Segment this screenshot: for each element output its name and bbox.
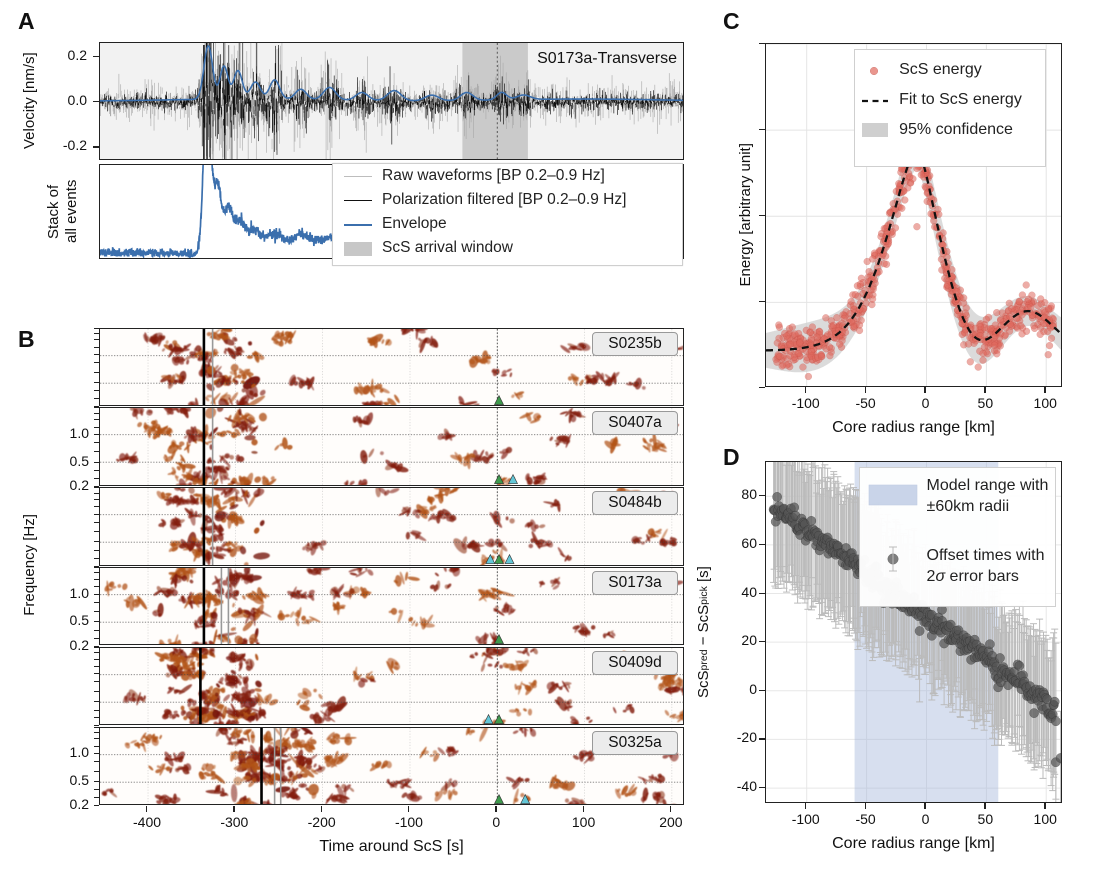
svg-text:S0173a-Transverse: S0173a-Transverse [537,50,677,67]
